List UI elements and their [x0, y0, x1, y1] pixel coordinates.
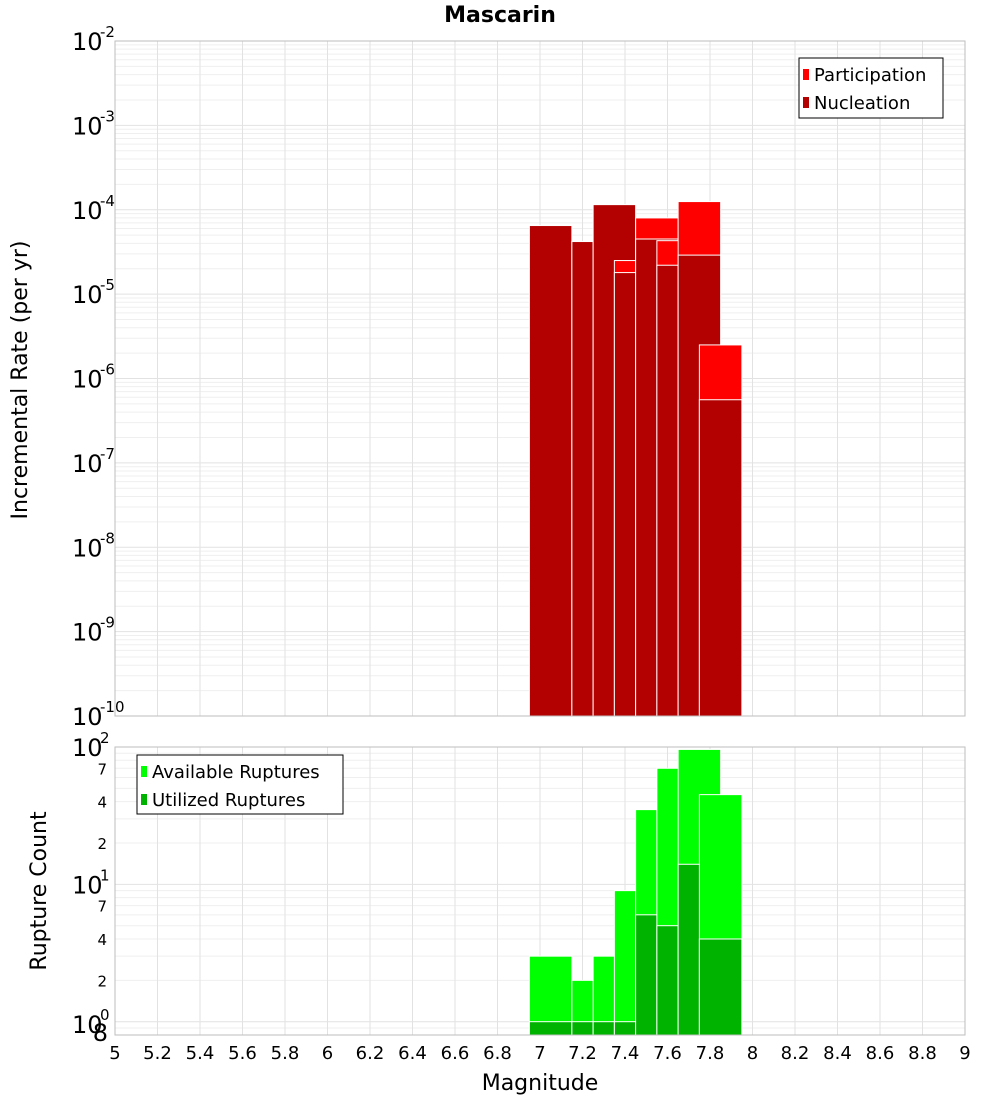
legend-label: Available Ruptures: [152, 762, 320, 783]
y-tick-base: 10: [72, 619, 103, 647]
y-tick-exponent: -8: [100, 529, 115, 547]
y-minor-tick-label: 4: [97, 931, 107, 949]
x-tick-label: 7.2: [568, 1043, 597, 1064]
y-tick-base: 10: [72, 534, 103, 562]
rate-panel: 10-210-310-410-510-610-710-810-910-10Par…: [72, 23, 966, 731]
legend-label: Utilized Ruptures: [152, 790, 305, 811]
x-tick-label: 5.4: [186, 1043, 215, 1064]
y-tick-base: 10: [72, 112, 103, 140]
y-tick-label: 10-2: [72, 23, 115, 56]
chart-title: Mascarin: [444, 3, 556, 28]
x-tick-label: 9: [959, 1043, 970, 1064]
x-tick-label: 6.8: [483, 1043, 512, 1064]
legend-box: [136, 754, 344, 815]
y-tick-label: 10-7: [72, 445, 115, 478]
utilized-bar: [528, 1021, 573, 1036]
x-tick-label: 5: [109, 1043, 120, 1064]
y-tick-base: 10: [72, 281, 103, 309]
legend-swatch: [803, 97, 809, 108]
count-legend: Available Ruptures Utilized Ruptures: [136, 754, 344, 815]
y-tick-exponent: -3: [100, 107, 115, 125]
x-tick-label: 6.4: [398, 1043, 427, 1064]
x-tick-label: 7: [534, 1043, 545, 1064]
y-tick-label: 10-9: [72, 614, 115, 647]
x-axis-ticks: 5 5.2 5.4 5.6 5.8 6 6.2 6.4 6.6 6.8 7 7.2 7.4 7.6 7.8 8…: [109, 1043, 970, 1064]
y-tick-label: 10-6: [72, 361, 115, 394]
y-tick-exponent: -9: [100, 614, 115, 632]
y-tick-base: 10: [72, 450, 103, 478]
y-tick-exponent: -10: [100, 698, 125, 716]
x-tick-label: 7.4: [611, 1043, 640, 1064]
legend-label: Nucleation: [814, 93, 910, 114]
y-tick-exponent: 2: [100, 729, 110, 747]
x-tick-label: 8.6: [866, 1043, 895, 1064]
y-tick-base: 10: [72, 734, 103, 762]
y-minor-tick-label: 7: [97, 760, 107, 778]
rate-legend: Participation Nucleation: [798, 57, 944, 119]
x-tick-label: 5.8: [271, 1043, 300, 1064]
x-tick-label: 7.6: [653, 1043, 682, 1064]
y-minor-tick-label: 2: [97, 972, 107, 990]
y-tick-base: 10: [72, 197, 103, 225]
y-tick-label: 10-5: [72, 276, 115, 309]
x-tick-label: 6.6: [441, 1043, 470, 1064]
y-tick-label: 10-10: [72, 698, 125, 731]
y-minor-tick-label: 8: [93, 1019, 108, 1047]
y-tick-exponent: -2: [100, 23, 115, 41]
y-tick-exponent: 0: [100, 1006, 110, 1024]
y-tick-exponent: 1: [100, 866, 110, 884]
y-tick-base: 10: [72, 703, 103, 731]
rate-y-axis-title: Incremental Rate (per yr): [8, 241, 33, 520]
y-tick-exponent: -4: [100, 192, 115, 210]
x-tick-label: 5.2: [143, 1043, 172, 1064]
x-tick-label: 5.6: [228, 1043, 257, 1064]
y-minor-tick-label: 4: [97, 794, 107, 812]
legend-swatch: [141, 766, 147, 777]
y-tick-base: 10: [72, 28, 103, 56]
x-axis-title: Magnitude: [482, 1071, 599, 1096]
y-minor-tick-label: 7: [97, 898, 107, 916]
y-tick-label: 10-4: [72, 192, 115, 225]
legend-box: [798, 57, 944, 119]
nucleation-bar: [528, 225, 573, 717]
y-minor-tick-label: 2: [97, 835, 107, 853]
plot-border: [114, 40, 966, 717]
x-tick-label: 6.2: [356, 1043, 385, 1064]
y-tick-base: 10: [72, 366, 103, 394]
y-tick-label: 101: [72, 866, 110, 899]
x-tick-label: 8.8: [908, 1043, 937, 1064]
nucleation-bar: [698, 399, 743, 717]
count-y-axis-title: Rupture Count: [27, 811, 52, 971]
y-tick-exponent: -7: [100, 445, 115, 463]
legend-label: Participation: [814, 65, 926, 86]
y-tick-label: 102: [72, 729, 110, 762]
y-tick-label: 10-3: [72, 107, 115, 140]
x-tick-label: 8.4: [823, 1043, 852, 1064]
x-tick-label: 8: [747, 1043, 758, 1064]
x-tick-label: 7.8: [696, 1043, 725, 1064]
plot-border: [114, 746, 966, 1036]
y-tick-exponent: -6: [100, 361, 115, 379]
y-tick-label: 100: [72, 1006, 110, 1039]
y-tick-base: 10: [72, 871, 103, 899]
y-tick-exponent: -5: [100, 276, 115, 294]
legend-swatch: [803, 69, 809, 80]
legend-swatch: [141, 794, 147, 805]
x-tick-label: 8.2: [781, 1043, 810, 1064]
utilized-bar: [698, 938, 743, 1036]
x-tick-label: 6: [322, 1043, 333, 1064]
y-tick-base: 10: [72, 1011, 103, 1039]
y-tick-label: 10-8: [72, 529, 115, 562]
